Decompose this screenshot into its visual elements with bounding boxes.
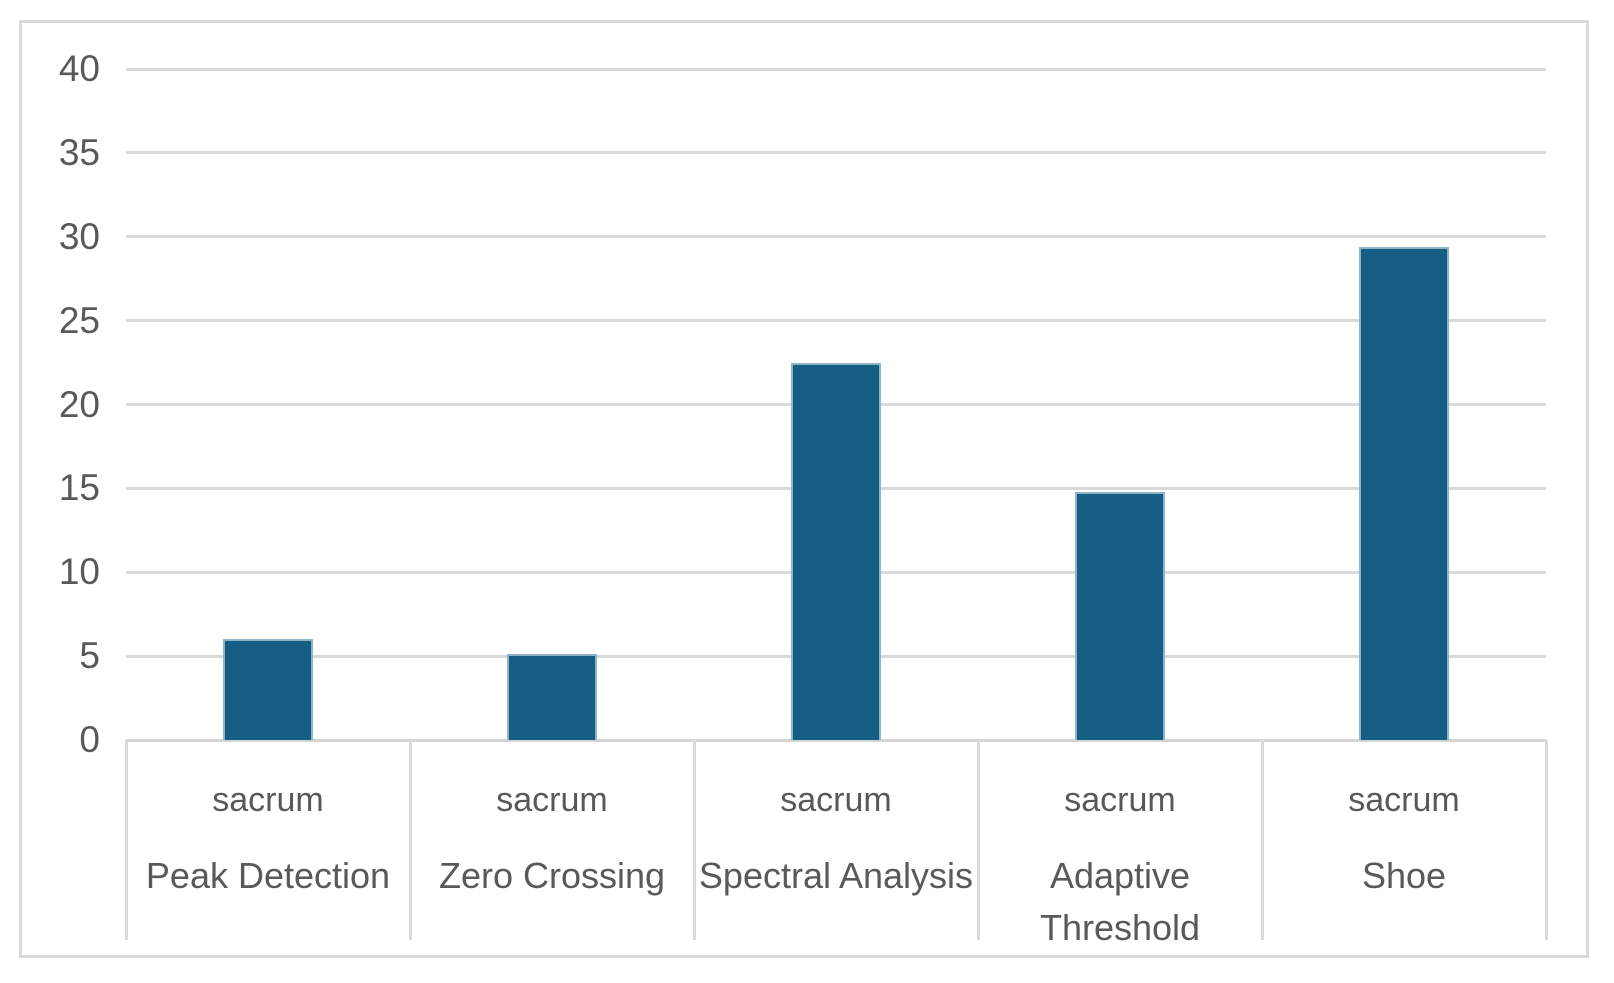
category-cell-divider	[1544, 740, 1548, 940]
chart-frame: 0 5 10 15 20 25 30 35 40 sacrum Peak Detection sacr…	[19, 20, 1589, 958]
gridline	[126, 67, 1546, 71]
category-method-label: Adaptive Threshold	[1039, 855, 1201, 948]
bar-spectral-analysis	[791, 362, 881, 740]
x-axis-line	[126, 738, 1546, 742]
category-cell-divider	[976, 740, 980, 940]
category-cell: sacrum Peak Detection	[126, 740, 410, 940]
y-axis-tick-label: 40	[58, 48, 100, 89]
plot-area: 0 5 10 15 20 25 30 35 40 sacrum Peak Detection sacr…	[22, 23, 1586, 955]
category-group-label: sacrum	[780, 781, 892, 819]
y-axis-tick-label: 5	[79, 635, 100, 677]
category-cell: sacrum Shoe	[1262, 740, 1546, 940]
category-cell: sacrum Zero Crossing	[410, 740, 694, 940]
category-method-label: Peak Detection	[145, 855, 391, 896]
category-method-label: Zero Crossing	[438, 855, 666, 896]
y-axis-tick-label: 25	[58, 299, 100, 341]
category-group-label: sacrum	[496, 781, 608, 819]
bar-adaptive-threshold	[1075, 491, 1165, 740]
category-group-label: sacrum	[212, 781, 324, 819]
category-method-label: Spectral Analysis	[698, 855, 974, 896]
gridline	[126, 151, 1546, 155]
category-cell: sacrum Spectral Analysis	[694, 740, 978, 940]
gridline	[126, 319, 1546, 323]
category-cell: sacrum Adaptive Threshold	[978, 740, 1262, 948]
category-group-label: sacrum	[1348, 781, 1460, 819]
category-cell-divider	[692, 740, 696, 940]
category-cell-divider	[408, 740, 412, 940]
category-cell-divider	[124, 740, 128, 940]
category-method-label: Shoe	[1361, 855, 1447, 896]
y-axis-tick-label: 20	[58, 383, 100, 425]
category-group-label: sacrum	[1064, 781, 1176, 819]
gridline	[126, 235, 1546, 239]
y-axis-tick-label: 10	[58, 551, 100, 593]
bar-peak-detection	[223, 639, 313, 740]
y-axis-tick-label: 0	[79, 719, 100, 760]
y-axis-tick-label: 15	[58, 467, 100, 509]
bar-shoe	[1359, 246, 1449, 740]
category-cell-divider	[1260, 740, 1264, 940]
y-axis-tick-label: 35	[58, 131, 100, 173]
y-axis-tick-label: 30	[58, 215, 100, 257]
bar-zero-crossing	[507, 654, 597, 740]
